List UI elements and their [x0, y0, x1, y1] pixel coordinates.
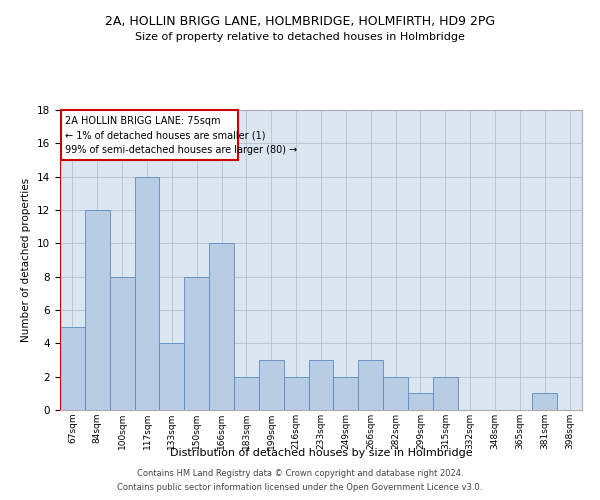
Bar	[408, 394, 433, 410]
Bar	[60, 326, 85, 410]
Bar	[308, 360, 334, 410]
Text: 2A, HOLLIN BRIGG LANE, HOLMBRIDGE, HOLMFIRTH, HD9 2PG: 2A, HOLLIN BRIGG LANE, HOLMBRIDGE, HOLMF…	[105, 15, 495, 28]
Text: Contains HM Land Registry data © Crown copyright and database right 2024.: Contains HM Land Registry data © Crown c…	[137, 468, 463, 477]
Bar	[532, 394, 557, 410]
Bar	[110, 276, 134, 410]
Bar	[85, 210, 110, 410]
Y-axis label: Number of detached properties: Number of detached properties	[22, 178, 31, 342]
Bar	[358, 360, 383, 410]
FancyBboxPatch shape	[61, 110, 238, 160]
Text: Size of property relative to detached houses in Holmbridge: Size of property relative to detached ho…	[135, 32, 465, 42]
Text: Contains public sector information licensed under the Open Government Licence v3: Contains public sector information licen…	[118, 484, 482, 492]
Bar	[259, 360, 284, 410]
Bar	[334, 376, 358, 410]
Bar	[284, 376, 308, 410]
Bar	[160, 344, 184, 410]
Text: Distribution of detached houses by size in Holmbridge: Distribution of detached houses by size …	[170, 448, 472, 458]
Bar	[433, 376, 458, 410]
Bar	[383, 376, 408, 410]
Text: 99% of semi-detached houses are larger (80) →: 99% of semi-detached houses are larger (…	[65, 145, 297, 155]
Bar	[209, 244, 234, 410]
Bar	[134, 176, 160, 410]
Bar	[184, 276, 209, 410]
Text: ← 1% of detached houses are smaller (1): ← 1% of detached houses are smaller (1)	[65, 130, 265, 140]
Bar	[234, 376, 259, 410]
Text: 2A HOLLIN BRIGG LANE: 75sqm: 2A HOLLIN BRIGG LANE: 75sqm	[65, 116, 220, 126]
